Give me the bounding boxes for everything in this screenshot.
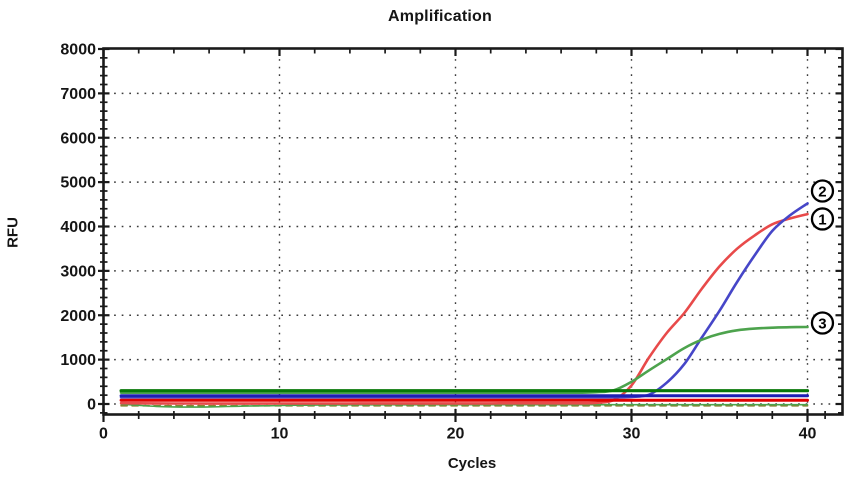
x-tick-label-10: 10 xyxy=(271,426,289,443)
x-axis-label: Cycles xyxy=(447,455,497,472)
y-tick-label-4000: 4000 xyxy=(60,219,96,236)
y-tick-label-2000: 2000 xyxy=(60,308,96,325)
y-tick-label-5000: 5000 xyxy=(60,175,96,192)
series-sample-3-green-sigmoid xyxy=(119,325,809,395)
x-tick-label-0: 0 xyxy=(99,426,108,443)
curve-label-1-circle xyxy=(810,207,835,231)
x-tick-label-20: 20 xyxy=(447,426,465,443)
y-tick-label-1000: 1000 xyxy=(60,352,96,369)
curve-label-3-digit: 3 xyxy=(818,316,826,333)
y-tick-label-7000: 7000 xyxy=(60,86,96,103)
curve-label-2-digit: 2 xyxy=(818,184,826,201)
plot-frame xyxy=(102,47,844,416)
x-tick-label-30: 30 xyxy=(623,426,641,443)
y-tick-label-8000: 8000 xyxy=(60,42,96,59)
curve-label-1-digit: 1 xyxy=(818,211,826,228)
y-tick-label-6000: 6000 xyxy=(60,130,96,147)
y-tick-label-0: 0 xyxy=(87,397,96,414)
curve-label-3-circle xyxy=(810,311,835,335)
series-sample-2-blue-sigmoid xyxy=(119,202,809,399)
chart-title: Amplification xyxy=(388,8,492,25)
series-baseline-green-dip xyxy=(120,403,809,408)
y-tick-label-3000: 3000 xyxy=(60,263,96,280)
series-sample-1-red-sigmoid xyxy=(119,212,809,405)
x-tick-label-40: 40 xyxy=(799,426,817,443)
curve-label-2-circle xyxy=(810,179,835,203)
